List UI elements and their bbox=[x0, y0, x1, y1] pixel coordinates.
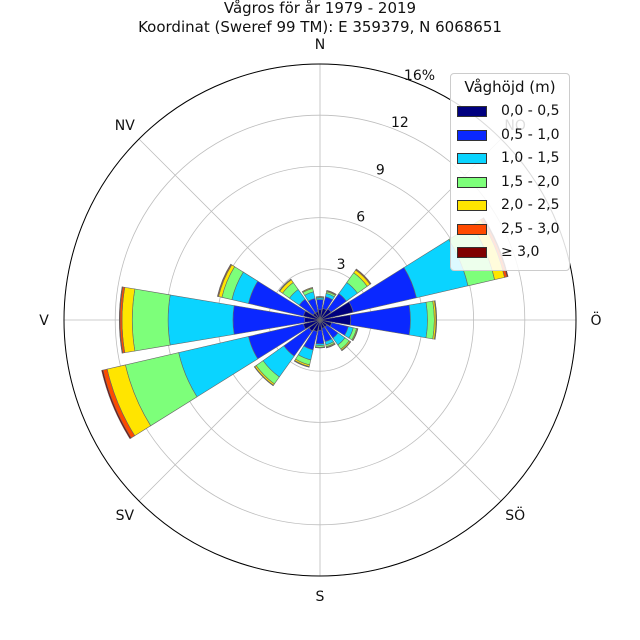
rose-segment bbox=[253, 366, 274, 387]
radial-tick-label: 12 bbox=[391, 115, 409, 131]
rose-segment bbox=[217, 263, 232, 297]
chart-subtitle: Koordinat (Sweref 99 TM): E 359379, N 60… bbox=[138, 18, 502, 36]
radial-tick-labels: 3 6 9 12 16% bbox=[337, 68, 435, 273]
legend-item: ≥ 3,0 bbox=[457, 243, 567, 263]
direction-label: NV bbox=[115, 118, 135, 134]
direction-label: N bbox=[315, 37, 325, 53]
legend-label: 0,5 - 1,0 bbox=[501, 126, 560, 143]
rose-segment bbox=[434, 300, 437, 340]
rose-segment bbox=[278, 278, 292, 292]
polar-outer-circle bbox=[63, 63, 577, 577]
legend-item: 0,0 - 0,5 bbox=[457, 102, 567, 122]
legend-label: 1,0 - 1,5 bbox=[501, 150, 560, 166]
legend-label: ≥ 3,0 bbox=[501, 244, 540, 260]
rose-segment bbox=[316, 299, 324, 311]
direction-label: SV bbox=[116, 508, 135, 524]
chart-title: Vågros för år 1979 - 2019 bbox=[223, 0, 417, 17]
legend-swatch bbox=[457, 106, 487, 117]
radial-tick-label: 16% bbox=[404, 68, 435, 84]
legend-label: 2,5 - 3,0 bbox=[501, 220, 560, 237]
legend-item: 0,5 - 1,0 bbox=[457, 126, 567, 146]
direction-label: SÖ bbox=[505, 506, 525, 524]
legend-swatch bbox=[457, 247, 487, 258]
rose-segment bbox=[425, 300, 435, 340]
legend-item: 1,5 - 2,0 bbox=[457, 173, 567, 193]
rose-segment bbox=[341, 341, 352, 352]
direction-label: V bbox=[39, 313, 49, 329]
legend-label: 0,0 - 0,5 bbox=[501, 103, 560, 119]
rose-segment bbox=[408, 301, 428, 339]
direction-label: S bbox=[316, 589, 325, 605]
rose-segment bbox=[118, 286, 124, 354]
grid-spoke bbox=[319, 319, 502, 502]
legend-item: 1,0 - 1,5 bbox=[457, 149, 567, 169]
legend-item: 2,5 - 3,0 bbox=[457, 220, 567, 240]
rose-segment bbox=[326, 343, 336, 349]
radial-tick-label: 9 bbox=[376, 162, 385, 178]
legend-swatch bbox=[457, 153, 487, 164]
direction-labels: NNOÖSÖSSVVNV bbox=[39, 37, 601, 605]
legend-swatch bbox=[457, 200, 487, 211]
legend-title: Våghöjd (m) bbox=[464, 78, 556, 96]
legend-swatch bbox=[457, 223, 487, 235]
rose-segment bbox=[301, 287, 313, 293]
rose-segment bbox=[326, 290, 337, 295]
legend-label: 2,0 - 2,5 bbox=[501, 197, 560, 213]
rose-segment bbox=[315, 347, 325, 349]
rose-segment bbox=[355, 268, 372, 285]
legend-swatch bbox=[457, 176, 487, 188]
rose-segment bbox=[352, 328, 359, 342]
legend-item: 2,0 - 2,5 bbox=[457, 196, 567, 216]
legend-swatch bbox=[457, 129, 487, 141]
radial-tick-label: 6 bbox=[356, 210, 365, 226]
legend-label: 1,5 - 2,0 bbox=[501, 173, 560, 190]
rose-segment bbox=[131, 288, 171, 352]
rose-segment bbox=[167, 294, 235, 346]
legend: Våghöjd (m) 0,0 - 0,5 0,5 - 1,0 1,0 - 1,5 1… bbox=[450, 73, 570, 271]
radial-tick-label: 3 bbox=[337, 257, 346, 273]
direction-label: Ö bbox=[590, 311, 601, 329]
rose-segment bbox=[101, 369, 132, 440]
rose-segment bbox=[293, 360, 310, 368]
